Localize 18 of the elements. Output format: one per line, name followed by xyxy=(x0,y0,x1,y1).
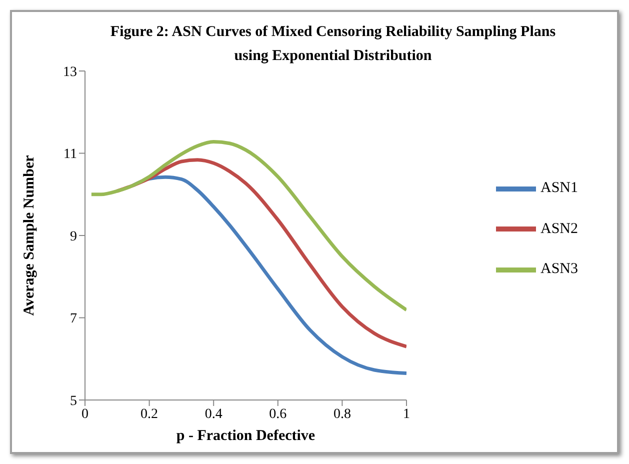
x-tick-label: 0 xyxy=(82,406,88,422)
x-axis-title: p - Fraction Defective xyxy=(176,428,316,444)
x-tick-label: 0.6 xyxy=(269,406,287,422)
legend-label: ASN3 xyxy=(540,261,578,278)
x-tick-label: 0.4 xyxy=(204,406,222,422)
x-tick-label: 1 xyxy=(402,406,410,422)
legend-label: ASN1 xyxy=(540,180,578,196)
y-tick-label: 13 xyxy=(63,64,77,80)
y-tick-label: 11 xyxy=(64,147,77,162)
line-series xyxy=(90,140,406,312)
x-tick-label: 0.2 xyxy=(140,406,158,422)
y-tick-label: 9 xyxy=(70,229,77,244)
y-tick-label: 7 xyxy=(70,312,77,327)
legend-label: ASN2 xyxy=(540,220,578,237)
x-tick-label: 0.8 xyxy=(333,406,351,422)
y-tick-label: 5 xyxy=(70,394,77,409)
chart-title: Figure 2: ASN Curves of Mixed Censoring Reliability Sampling Plans using Exponential Distribution xyxy=(109,23,557,66)
y-axis-title: Average Sample Number xyxy=(21,154,38,316)
